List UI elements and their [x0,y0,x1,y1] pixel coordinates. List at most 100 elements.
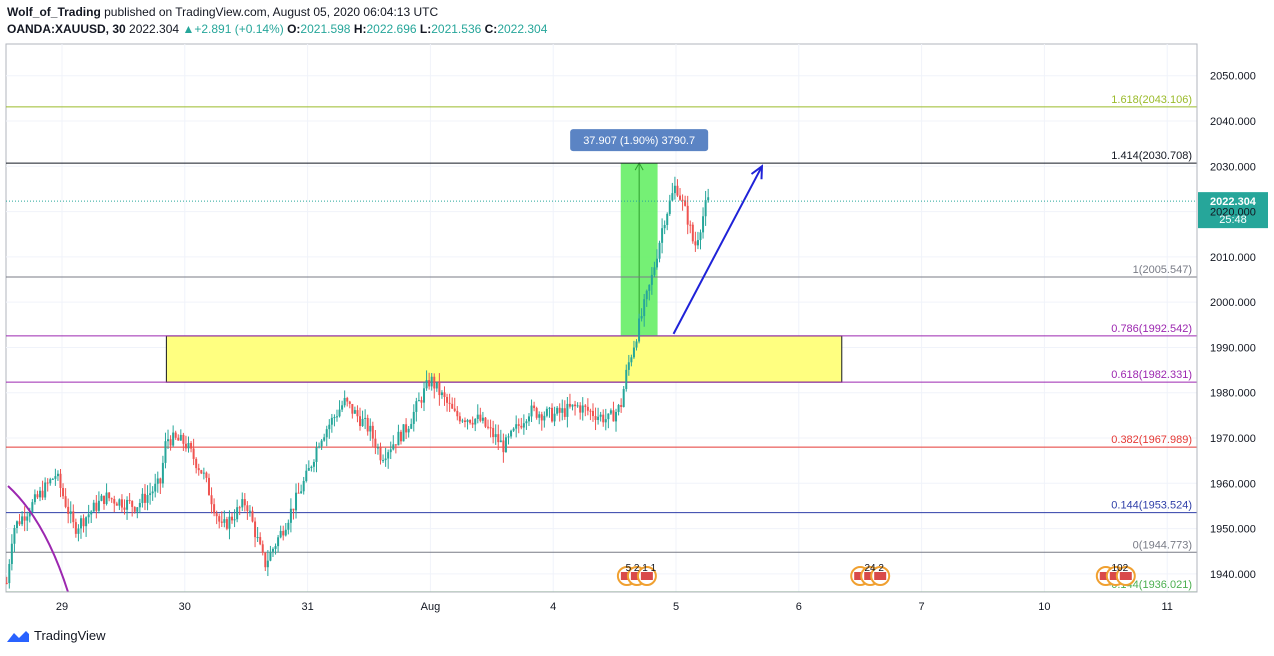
candle-body [28,512,31,517]
candle-body [289,508,292,523]
candle-body [225,519,228,529]
candle-body [466,420,469,423]
author-name[interactable]: Wolf_of_Trading [7,5,101,19]
candle-body [463,420,466,423]
candle-body [241,499,244,508]
price-tick-label: 2000.000 [1210,297,1256,309]
candle-body [21,516,24,525]
candle-body [200,470,203,474]
price-chart[interactable]: 1.618(2043.106) 1.414(2030.708) 1(2005.547… [0,0,1274,625]
time-tick-label: 11 [1161,601,1172,613]
candle-body [402,424,405,442]
candle-body [92,502,95,512]
candle-body [451,403,454,409]
candle-body [384,458,387,461]
candle-body [584,405,587,407]
candle-body [271,548,274,552]
candle-body [115,503,118,506]
candle-body [302,480,305,492]
candle-body [18,521,21,525]
candle-body [556,407,559,414]
close-label: C: [484,22,498,36]
candle-body [504,437,507,453]
candle-body [36,494,39,498]
fib-label: 1.414(2030.708) [1111,150,1192,162]
candle-body [420,400,423,403]
support-zone-rect [165,335,843,383]
candle-body [412,411,415,424]
candle-body [405,424,408,433]
candle-body [231,516,234,521]
candle-body [607,413,610,420]
candle-body [120,499,123,508]
time-tick-label: 4 [550,601,556,613]
candle-body [456,410,459,417]
candle-body [540,414,543,421]
candle-body [292,508,295,511]
candle-body [586,406,589,411]
measure-label: 37.907 (1.90%) 3790.7 [583,135,695,147]
measure-label-bg [570,129,709,152]
candle-body [269,551,272,561]
candle-body [113,499,116,504]
price-axis[interactable]: 1940.000 1950.000 1960.000 1970.000 1980.000… [1210,71,1256,581]
candle-body [110,498,113,500]
candle-body [438,382,441,396]
candle-body [525,421,528,424]
candle-body [213,504,216,514]
candle-body [673,185,676,194]
candle-body [366,417,369,432]
candle-body [399,431,402,442]
candle-body [566,403,569,417]
price-tick-label: 1990.000 [1210,342,1256,354]
tradingview-logo[interactable]: TradingView [6,628,106,643]
candle-body [133,506,136,512]
candle-body [169,439,172,446]
candle-body [681,199,684,201]
candle-body [484,417,487,427]
flag-icon-stripe [1119,572,1132,580]
candle-body [136,507,139,512]
candle-body [648,284,651,291]
candle-body [579,405,582,413]
candle-body [105,492,108,504]
candle-body [423,388,426,403]
candle-body [174,432,177,438]
candle-body [397,431,400,446]
candle-body [676,185,679,196]
candle-body [632,347,635,358]
candle-body [471,422,474,425]
candle-body [202,472,205,474]
change-icon: ▲ [182,22,195,36]
candle-body [154,483,157,492]
candle-body [458,416,461,422]
drawings [165,162,843,383]
candle-body [699,232,702,241]
candle-body [387,452,390,459]
candle-body [187,443,190,449]
candle-body [609,410,612,414]
candle-body [548,407,551,409]
candle-body [356,410,359,417]
candle-body [428,380,431,387]
candle-body [341,405,344,410]
candle-body [310,466,313,469]
candle-body [108,492,111,499]
candle-body [515,424,518,429]
time-axis[interactable]: 29 30 31 Aug 4 5 6 7 10 11 [56,601,1173,613]
candle-body [266,560,269,568]
candle-body [197,468,200,471]
candle-body [146,495,149,503]
candle-body [382,460,385,462]
candle-body [100,495,103,501]
time-tick-label: 10 [1038,601,1050,613]
candle-body [492,427,495,438]
candle-body [172,432,175,446]
candle-body [305,470,308,481]
candle-body [218,516,221,522]
candle-body [328,424,331,430]
candle-body [553,413,556,422]
candle-body [13,527,16,544]
candle-body [330,417,333,425]
time-tick-label: 7 [919,601,925,613]
